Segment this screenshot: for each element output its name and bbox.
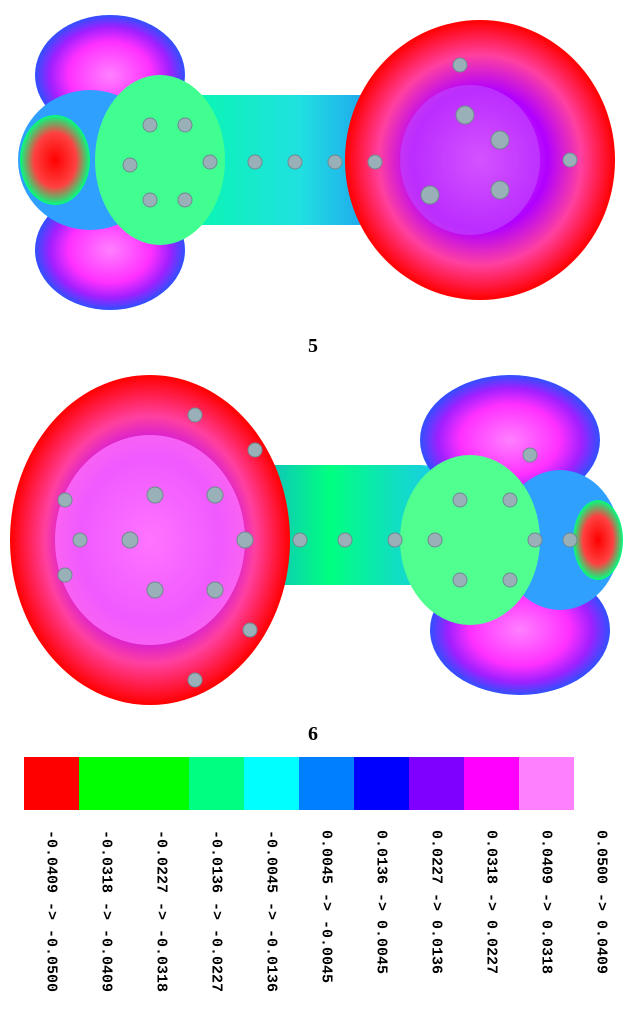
figure: 5 6 -0.0409 -> -0.0500 -0.0318 -> -0.0409… [0,0,627,1021]
panel-label: 5 [308,335,318,357]
legend-label: -0.0045 -> -0.0136 [263,830,280,992]
legend-label: -0.0227 -> -0.0318 [153,830,170,992]
legend: -0.0409 -> -0.0500 -0.0318 -> -0.0409 -0.0… [24,757,627,992]
molecule-5 [18,15,615,310]
panel-label: 6 [308,723,318,745]
legend-swatch [464,757,519,810]
legend-label: -0.0136 -> -0.0227 [208,830,225,992]
figure-canvas: 5 6 -0.0409 -> -0.0500 -0.0318 -> -0.0409… [0,0,627,1021]
legend-swatch [354,757,409,810]
legend-swatch [244,757,299,810]
legend-label: -0.0409 -> -0.0500 [43,830,60,992]
molecule-6 [10,375,623,705]
legend-label: -0.0318 -> -0.0409 [98,830,115,992]
legend-label: 0.0136 -> 0.0045 [373,830,390,974]
legend-swatch [574,757,627,810]
legend-swatch [24,757,79,810]
legend-label: 0.0500 -> 0.0409 [593,830,610,974]
legend-label: 0.0318 -> 0.0227 [483,830,500,974]
legend-swatch [189,757,244,810]
legend-swatch [134,757,189,810]
legend-swatch [519,757,574,810]
legend-swatch [409,757,464,810]
legend-label: 0.0409 -> 0.0318 [538,830,555,974]
legend-swatch [299,757,354,810]
legend-label: 0.0227 -> 0.0136 [428,830,445,974]
legend-label: 0.0045 -> -0.0045 [318,830,335,983]
legend-swatch [79,757,134,810]
